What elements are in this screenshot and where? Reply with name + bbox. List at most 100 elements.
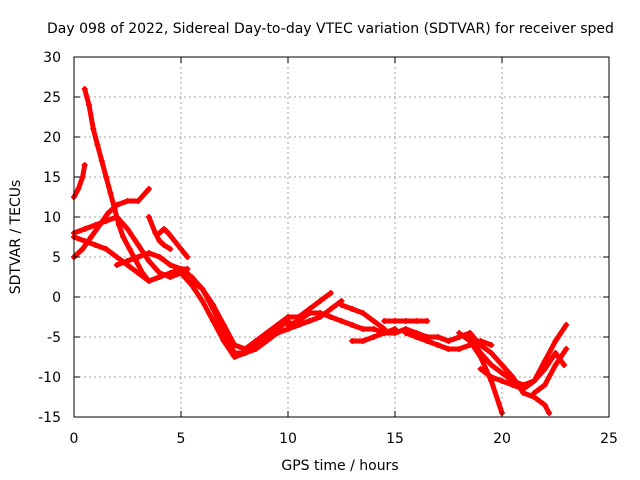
data-point <box>359 338 366 344</box>
x-tick-label: 20 <box>493 431 511 447</box>
data-point <box>488 350 495 356</box>
data-point <box>327 314 334 320</box>
data-point <box>156 254 163 260</box>
data-point <box>370 334 377 340</box>
data-point <box>531 378 538 384</box>
data-point <box>541 358 548 364</box>
data-point <box>220 330 227 336</box>
y-tick-label: -15 <box>38 410 61 426</box>
grid-lines <box>74 57 609 417</box>
data-point <box>370 318 377 324</box>
data-point <box>531 390 538 396</box>
data-point <box>488 374 495 380</box>
data-point <box>488 362 495 368</box>
data-point <box>563 346 570 352</box>
data-point <box>145 278 152 284</box>
data-point <box>552 350 559 356</box>
data-point <box>81 238 88 244</box>
data-point <box>499 362 505 368</box>
plot-frame <box>73 56 610 418</box>
data-point <box>199 298 206 304</box>
data-point <box>220 322 227 328</box>
data-point <box>145 214 152 220</box>
data-point <box>327 306 334 312</box>
data-point <box>520 386 527 392</box>
y-tick-label: 5 <box>52 250 61 266</box>
data-point <box>167 274 174 280</box>
data-point <box>445 338 452 344</box>
data-point <box>113 202 120 208</box>
data-point <box>424 318 431 324</box>
data-point <box>541 402 548 408</box>
data-point <box>231 354 238 360</box>
data-point <box>546 410 553 416</box>
series-sat-s <box>467 334 567 388</box>
x-axis-label: GPS time / hours <box>281 458 398 474</box>
x-tick-label: 5 <box>177 431 186 447</box>
data-point <box>85 102 92 108</box>
data-point <box>349 322 356 328</box>
data-point <box>509 382 516 388</box>
data-point <box>477 350 484 356</box>
data-point <box>541 382 548 388</box>
data-point <box>90 126 97 132</box>
data-point <box>306 318 313 324</box>
y-tick-label: 20 <box>43 130 61 146</box>
data-point <box>338 318 345 324</box>
data-point <box>165 230 172 236</box>
data-point <box>126 246 133 252</box>
x-tick-labels: 0 5 10 15 20 25 <box>70 431 618 447</box>
data-point <box>274 326 281 332</box>
data-point <box>167 262 174 268</box>
data-point <box>103 174 110 180</box>
data-point <box>541 366 548 372</box>
data-point <box>160 242 167 248</box>
data-point <box>466 334 473 340</box>
data-point <box>115 222 122 228</box>
y-tick-label: -10 <box>38 370 61 386</box>
data-point <box>242 350 249 356</box>
data-point <box>295 318 302 324</box>
data-point <box>156 238 163 244</box>
data-point <box>370 326 377 332</box>
data-point <box>113 214 120 220</box>
y-tick-label: 0 <box>52 290 61 306</box>
data-point <box>188 282 195 288</box>
data-point <box>98 158 105 164</box>
data-point <box>199 286 206 292</box>
data-point <box>434 334 441 340</box>
data-point <box>552 338 559 344</box>
data-point <box>285 322 291 328</box>
data-point <box>111 206 118 212</box>
data-point <box>306 310 313 316</box>
series-sat-u <box>531 346 569 396</box>
data-point <box>133 258 140 264</box>
data-point <box>94 142 101 148</box>
data-point <box>445 346 452 352</box>
data-point <box>105 210 112 216</box>
data-point <box>392 326 398 332</box>
y-tick-label: 15 <box>43 170 61 186</box>
data-point <box>263 334 270 340</box>
data-point <box>145 258 152 264</box>
x-tick-label: 25 <box>600 431 618 447</box>
data-point <box>402 318 409 324</box>
data-point <box>349 338 356 344</box>
data-point <box>107 190 114 196</box>
data-point <box>81 162 88 168</box>
data-point <box>424 338 431 344</box>
series-sat-a <box>71 162 88 200</box>
data-point <box>317 298 324 304</box>
data-point <box>338 302 345 308</box>
data-point <box>135 270 142 276</box>
data-point <box>88 234 95 240</box>
data-point <box>327 290 334 296</box>
data-point <box>79 246 86 252</box>
data-point <box>92 242 99 248</box>
data-point <box>178 270 184 276</box>
data-markers <box>71 86 570 416</box>
y-tick-labels: -15 -10 -5 0 5 10 15 20 25 30 <box>38 50 61 426</box>
data-point <box>499 370 505 376</box>
x-tick-label: 0 <box>70 431 79 447</box>
